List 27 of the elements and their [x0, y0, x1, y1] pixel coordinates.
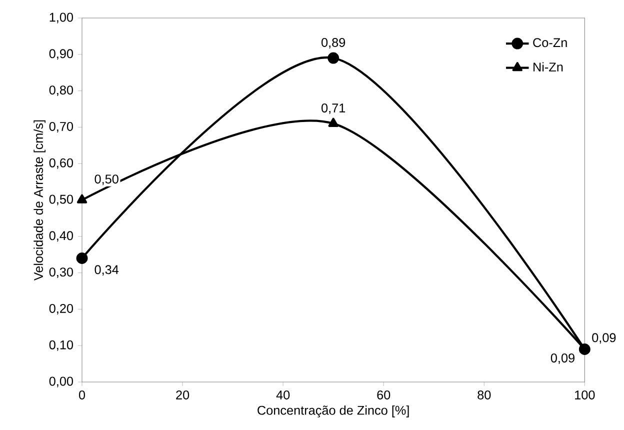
data-label: 0,89 [322, 38, 346, 48]
y-tick-label: 0,70 [49, 122, 74, 132]
y-tick-label: 0,50 [49, 194, 74, 206]
data-label: 0,09 [592, 333, 616, 344]
x-axis-title: Concentração de Zinco [%] [258, 406, 409, 418]
data-label: 0,71 [322, 103, 346, 114]
y-tick-label: 0,10 [49, 340, 74, 351]
legend-label: Ni-Zn [534, 62, 563, 72]
x-tick-label: 40 [276, 390, 290, 400]
data-label: 0,34 [94, 265, 119, 276]
x-tick-label: 80 [478, 390, 491, 400]
y-tick-label: 1,00 [50, 12, 74, 24]
x-tick-label: 60 [377, 390, 390, 400]
data-label: 0,50 [94, 174, 118, 186]
x-tick-label: 20 [176, 390, 190, 400]
y-tick-label: 0,20 [49, 304, 74, 314]
y-tick-label: 0,80 [49, 86, 74, 96]
data-label: 0,09 [550, 354, 574, 364]
legend-label: Co-Zn [533, 38, 567, 48]
y-axis-title: Velocidade de Arraste [cm/s] [34, 120, 46, 281]
y-tick-label: 0,30 [49, 268, 74, 278]
y-tick-label: 0,60 [49, 158, 74, 169]
y-tick-label: 0,00 [49, 376, 74, 388]
x-tick-label: 100 [575, 390, 595, 400]
x-tick-label: 0 [78, 390, 86, 400]
y-tick-label: 0,90 [49, 49, 74, 60]
y-tick-label: 0,40 [49, 231, 74, 242]
